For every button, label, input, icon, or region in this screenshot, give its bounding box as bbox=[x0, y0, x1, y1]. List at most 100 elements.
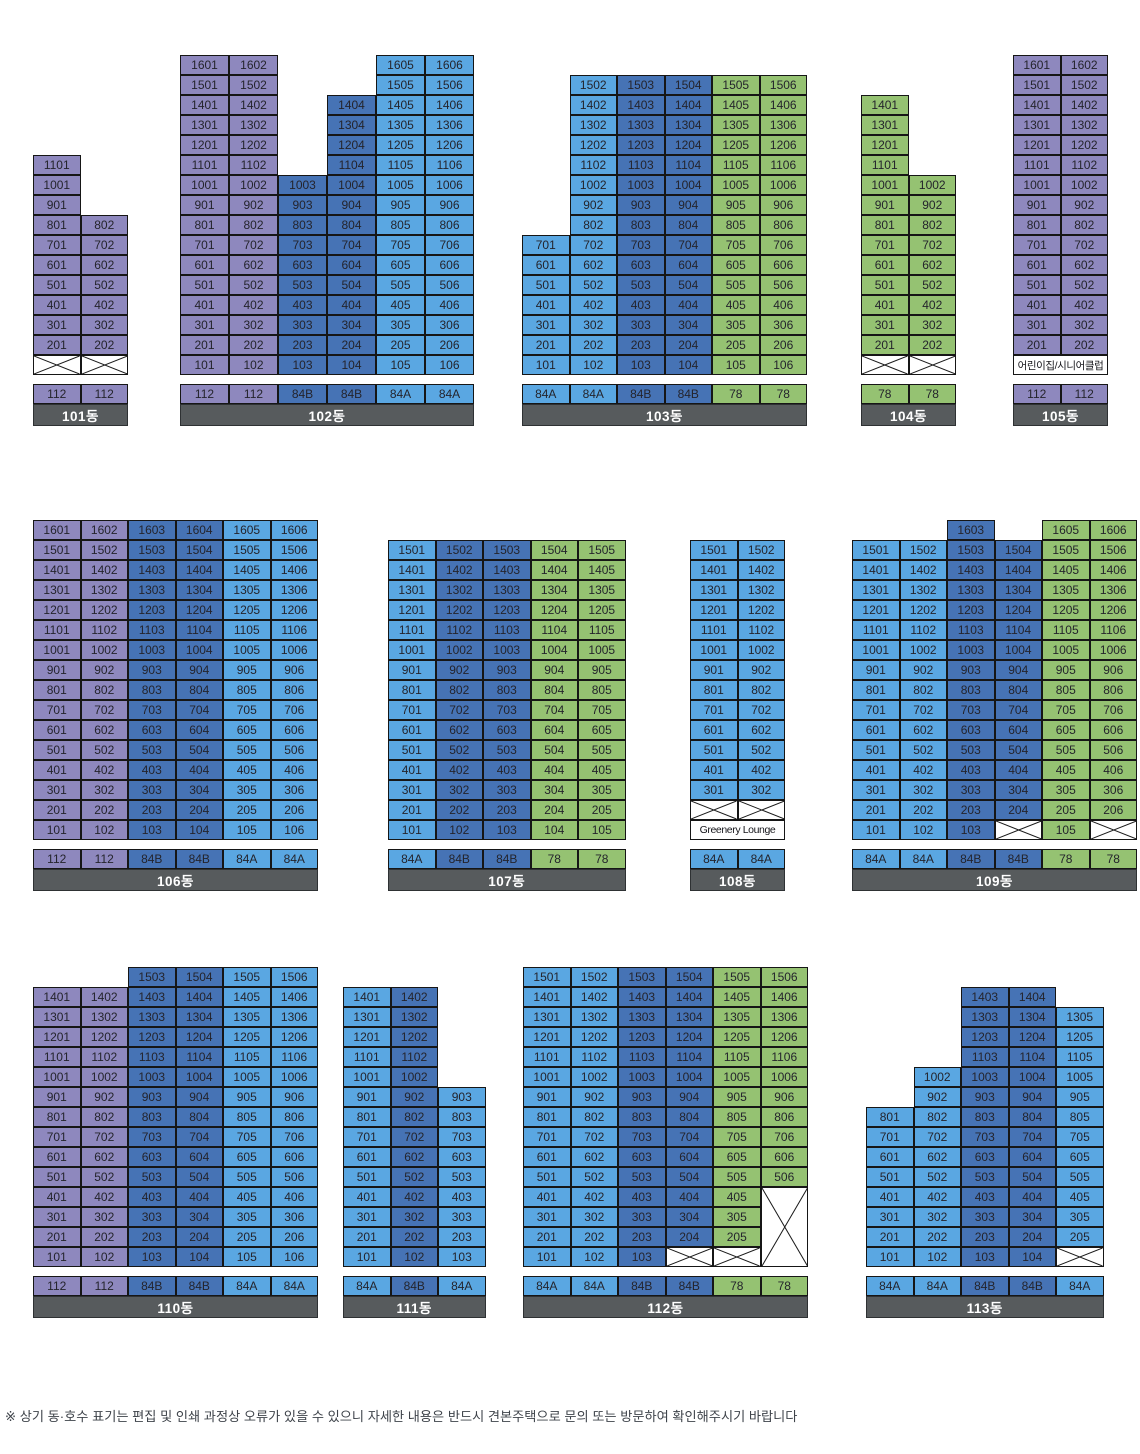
unit-cell-1505: 1505 bbox=[376, 75, 425, 95]
unit-cell-1504: 1504 bbox=[994, 540, 1042, 560]
unit-cell-206: 206 bbox=[1089, 800, 1137, 820]
unit-cell-503: 503 bbox=[278, 275, 327, 295]
unit-cell-202: 202 bbox=[390, 1227, 438, 1247]
unit-cell-1201: 1201 bbox=[861, 135, 909, 155]
unit-cell-504: 504 bbox=[327, 275, 376, 295]
unit-cell-1205: 1205 bbox=[1056, 1027, 1104, 1047]
unit-cell-201: 201 bbox=[33, 1227, 81, 1247]
unit-cell-1503: 1503 bbox=[128, 967, 176, 987]
unit-cell-504: 504 bbox=[665, 1167, 713, 1187]
unit-cell-1303: 1303 bbox=[947, 580, 995, 600]
unit-cell-502: 502 bbox=[1060, 275, 1108, 295]
unit-cell-1204: 1204 bbox=[665, 1027, 713, 1047]
unit-cell-1402: 1402 bbox=[737, 560, 785, 580]
unit-cell-1106: 1106 bbox=[425, 155, 474, 175]
unit-cell-102: 102 bbox=[80, 820, 128, 840]
unit-column: 1502 1402 1302 1202 1102 1002 902 802 702 602 502 4… bbox=[737, 540, 785, 820]
unit-cell-1405: 1405 bbox=[223, 987, 271, 1007]
unit-cell-801: 801 bbox=[861, 215, 909, 235]
unit-type-cell: 84B bbox=[483, 849, 531, 869]
unit-cell-1106: 1106 bbox=[759, 155, 807, 175]
unit-cell-1201: 1201 bbox=[852, 600, 900, 620]
unit-cell-803: 803 bbox=[483, 680, 531, 700]
unit-cell-1502: 1502 bbox=[435, 540, 483, 560]
unit-cell-302: 302 bbox=[229, 315, 278, 335]
unit-cell-1505: 1505 bbox=[223, 540, 271, 560]
unit-cell-602: 602 bbox=[80, 255, 128, 275]
unit-cell-304: 304 bbox=[175, 780, 223, 800]
unit-cell-405: 405 bbox=[712, 295, 760, 315]
unit-cell-802: 802 bbox=[908, 215, 956, 235]
unit-cell-805: 805 bbox=[712, 215, 760, 235]
unit-cell-1604: 1604 bbox=[175, 520, 223, 540]
unit-cell-1104: 1104 bbox=[994, 620, 1042, 640]
building-name-bar: 111동 bbox=[343, 1296, 486, 1318]
unit-cell-405: 405 bbox=[713, 1187, 761, 1207]
unit-cell-102: 102 bbox=[435, 820, 483, 840]
unit-cell-604: 604 bbox=[530, 720, 578, 740]
unit-cell-703: 703 bbox=[128, 1127, 176, 1147]
unit-cell-802: 802 bbox=[737, 680, 785, 700]
unit-cell-302: 302 bbox=[569, 315, 617, 335]
unit-cell-601: 601 bbox=[33, 720, 81, 740]
unit-cell-103: 103 bbox=[618, 1247, 666, 1267]
unit-cell-605: 605 bbox=[713, 1147, 761, 1167]
unit-cell-101: 101 bbox=[852, 820, 900, 840]
unit-cell-1501: 1501 bbox=[852, 540, 900, 560]
unit-type-cell: 84A bbox=[899, 849, 947, 869]
unit-cell-1502: 1502 bbox=[737, 540, 785, 560]
unit-cell-602: 602 bbox=[229, 255, 278, 275]
unit-cell-1603: 1603 bbox=[947, 520, 995, 540]
unit-type-cell: 84A bbox=[690, 849, 738, 869]
unit-cell-1504: 1504 bbox=[530, 540, 578, 560]
unit-cell-703: 703 bbox=[483, 700, 531, 720]
unit-cell-1403: 1403 bbox=[128, 987, 176, 1007]
unit-cell-204: 204 bbox=[175, 800, 223, 820]
unit-cell-1406: 1406 bbox=[425, 95, 474, 115]
unit-cell-901: 901 bbox=[1013, 195, 1061, 215]
unit-cell-503: 503 bbox=[617, 275, 665, 295]
unit-cell-204: 204 bbox=[327, 335, 376, 355]
unit-cell-501: 501 bbox=[388, 740, 436, 760]
unit-cell-905: 905 bbox=[223, 660, 271, 680]
unit-cell-1405: 1405 bbox=[578, 560, 626, 580]
building-106동: 1601 1501 1401 1301 1201 1101 1001 901 801 701 601… bbox=[33, 520, 318, 891]
unit-cell-1605: 1605 bbox=[223, 520, 271, 540]
unit-cell-1402: 1402 bbox=[899, 560, 947, 580]
unit-type-cell: 84A bbox=[522, 384, 570, 404]
unit-cell-202: 202 bbox=[899, 800, 947, 820]
unit-cell-803: 803 bbox=[128, 1107, 176, 1127]
unit-cell-502: 502 bbox=[570, 1167, 618, 1187]
unit-cell-1304: 1304 bbox=[530, 580, 578, 600]
unit-cell-801: 801 bbox=[33, 1107, 81, 1127]
unit-cell-1204: 1204 bbox=[175, 1027, 223, 1047]
unit-cell-1403: 1403 bbox=[947, 560, 995, 580]
x-mark-icon bbox=[996, 821, 1042, 839]
unit-type-cell: 78 bbox=[530, 849, 578, 869]
unit-cell-1205: 1205 bbox=[223, 600, 271, 620]
unit-cell-1305: 1305 bbox=[713, 1007, 761, 1027]
unit-cell-1105: 1105 bbox=[578, 620, 626, 640]
unit-cell-906: 906 bbox=[759, 195, 807, 215]
unit-cell-404: 404 bbox=[327, 295, 376, 315]
unit-cell-106: 106 bbox=[270, 1247, 318, 1267]
unit-cell-1201: 1201 bbox=[33, 1027, 81, 1047]
unit-cell-402: 402 bbox=[1060, 295, 1108, 315]
unit-cell-1203: 1203 bbox=[618, 1027, 666, 1047]
unit-cell-803: 803 bbox=[278, 215, 327, 235]
unit-grid: 1501 1401 1301 1201 1101 1001 901 801 701 601 501 4… bbox=[523, 967, 808, 1267]
unit-cell-1205: 1205 bbox=[1042, 600, 1090, 620]
unit-cell-201: 201 bbox=[1013, 335, 1061, 355]
unit-cell-1306: 1306 bbox=[270, 1007, 318, 1027]
unit-cell-1502: 1502 bbox=[1060, 75, 1108, 95]
unit-cell-203: 203 bbox=[617, 335, 665, 355]
unit-cell-301: 301 bbox=[33, 780, 81, 800]
unit-cell-1005: 1005 bbox=[712, 175, 760, 195]
unit-cell-1203: 1203 bbox=[617, 135, 665, 155]
unit-cell-106: 106 bbox=[270, 820, 318, 840]
unit-cell-103: 103 bbox=[278, 355, 327, 375]
unit-cell-301: 301 bbox=[388, 780, 436, 800]
unit-cell-902: 902 bbox=[570, 1087, 618, 1107]
unit-cell-204: 204 bbox=[530, 800, 578, 820]
unit-cell-1504: 1504 bbox=[665, 967, 713, 987]
